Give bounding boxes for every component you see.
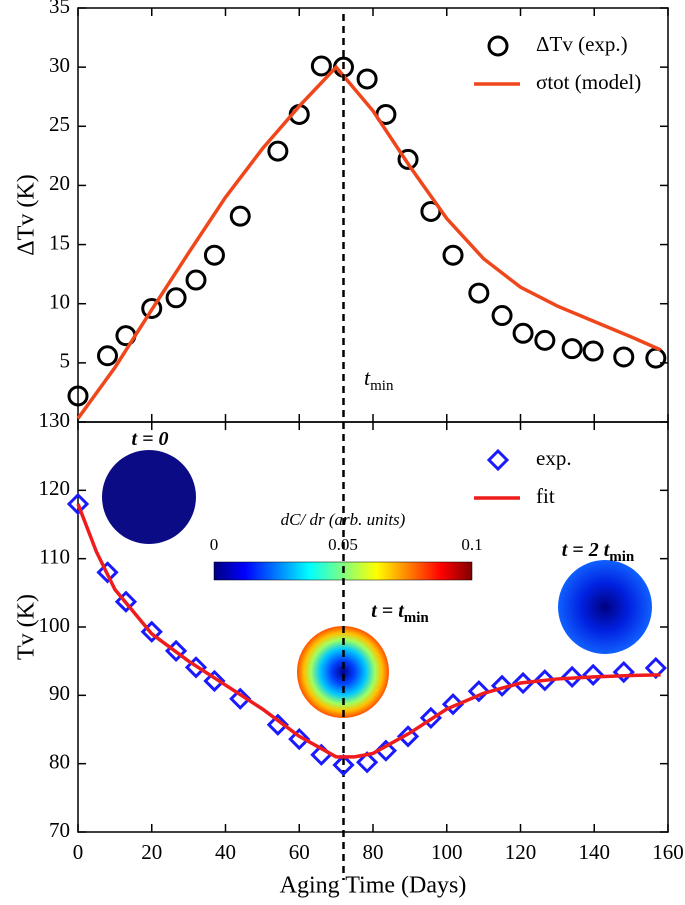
colorbar-tick-label: 0 — [210, 535, 219, 554]
annotation-text: t = 0 — [132, 428, 169, 450]
annotation-text: t = t — [371, 600, 405, 622]
x-tick-label: 60 — [289, 840, 310, 864]
data-point — [533, 669, 556, 692]
y-tick-label: 30 — [49, 53, 70, 77]
model-line — [76, 503, 661, 759]
data-point — [355, 751, 379, 774]
data-point — [582, 663, 605, 686]
annotation-text: t = 2 t — [562, 539, 611, 561]
y-tick-label: 100 — [39, 613, 71, 637]
data-point — [396, 725, 420, 748]
data-point — [229, 205, 251, 227]
x-tick-label: 140 — [579, 840, 611, 864]
colorbar-label: dC/ dr (arb. units) — [281, 510, 406, 529]
data-point — [491, 305, 513, 327]
data-point — [288, 727, 311, 751]
annotation: t = 2 tmin — [562, 539, 635, 566]
data-point — [66, 492, 90, 516]
legend-label: exp. — [536, 446, 572, 470]
data-point — [114, 590, 138, 613]
legend-swatch — [486, 448, 510, 472]
colorbar-tick-label: 0.1 — [461, 535, 482, 554]
data-point — [266, 713, 289, 736]
data-point — [96, 561, 119, 584]
y-axis-label: ΔTv (K) — [14, 174, 40, 255]
x-tick-label: 80 — [363, 840, 384, 864]
y-tick-label: 120 — [39, 476, 71, 500]
annotation: t = tmin — [371, 600, 429, 627]
y-axis-label: Tv (K) — [14, 594, 40, 660]
data-point — [561, 665, 584, 689]
data-point — [534, 329, 556, 351]
y-tick-label: 20 — [49, 171, 70, 195]
data-point — [185, 269, 207, 291]
inset-disc — [558, 560, 652, 654]
x-tick-label: 20 — [141, 840, 162, 864]
data-point — [203, 669, 226, 693]
data-point — [441, 693, 465, 716]
data-point — [512, 322, 534, 344]
data-point — [645, 347, 667, 369]
data-point — [356, 68, 378, 90]
annotation: tmin — [364, 365, 394, 394]
y-tick-label: 35 — [49, 0, 70, 18]
y-tick-label: 10 — [49, 290, 70, 314]
legend-label: ΔTv (exp.) — [536, 32, 628, 56]
data-point — [442, 244, 464, 266]
data-point — [490, 674, 514, 697]
x-tick-label: 0 — [73, 840, 84, 864]
y-tick-label: 110 — [39, 544, 70, 568]
data-point — [165, 287, 187, 309]
y-tick-label: 80 — [49, 749, 70, 773]
x-tick-label: 120 — [505, 840, 537, 864]
data-point — [644, 656, 667, 680]
data-point — [561, 338, 583, 360]
legend-swatch — [487, 35, 509, 57]
colorbar-tick-label: 0.05 — [328, 535, 358, 554]
data-point — [229, 687, 252, 710]
data-point — [397, 148, 419, 170]
y-tick-label: 5 — [60, 349, 71, 373]
y-tick-label: 25 — [49, 112, 70, 136]
annotation-sub: min — [370, 378, 394, 394]
data-point — [613, 346, 635, 368]
data-point — [511, 671, 535, 695]
x-axis-label: Aging Time (Days) — [280, 873, 467, 899]
data-point — [184, 656, 208, 679]
x-tick-label: 160 — [652, 840, 684, 864]
annotation-text: t — [364, 365, 371, 390]
data-point — [67, 385, 89, 407]
data-point — [267, 140, 289, 162]
data-point — [332, 753, 355, 777]
data-point — [582, 340, 604, 362]
y-tick-label: 70 — [49, 818, 70, 842]
annotation: t = 0 — [132, 428, 169, 450]
legend-label: fit — [536, 484, 555, 508]
inset-disc — [102, 450, 196, 544]
y-tick-label: 130 — [39, 408, 71, 432]
data-point — [467, 680, 490, 703]
x-tick-label: 40 — [215, 840, 236, 864]
y-tick-label: 90 — [49, 681, 70, 705]
data-point — [141, 297, 163, 319]
y-tick-label: 15 — [49, 230, 70, 254]
inset-disc — [297, 626, 389, 718]
legend-label: σtot (model) — [536, 70, 641, 94]
annotation-sub: min — [404, 610, 430, 626]
data-point — [203, 244, 225, 266]
data-point — [468, 282, 490, 304]
model-line — [76, 64, 662, 420]
data-point — [612, 660, 635, 684]
x-tick-label: 100 — [431, 840, 463, 864]
data-point — [310, 55, 332, 77]
annotation-sub: min — [609, 549, 635, 565]
data-point — [97, 345, 118, 367]
